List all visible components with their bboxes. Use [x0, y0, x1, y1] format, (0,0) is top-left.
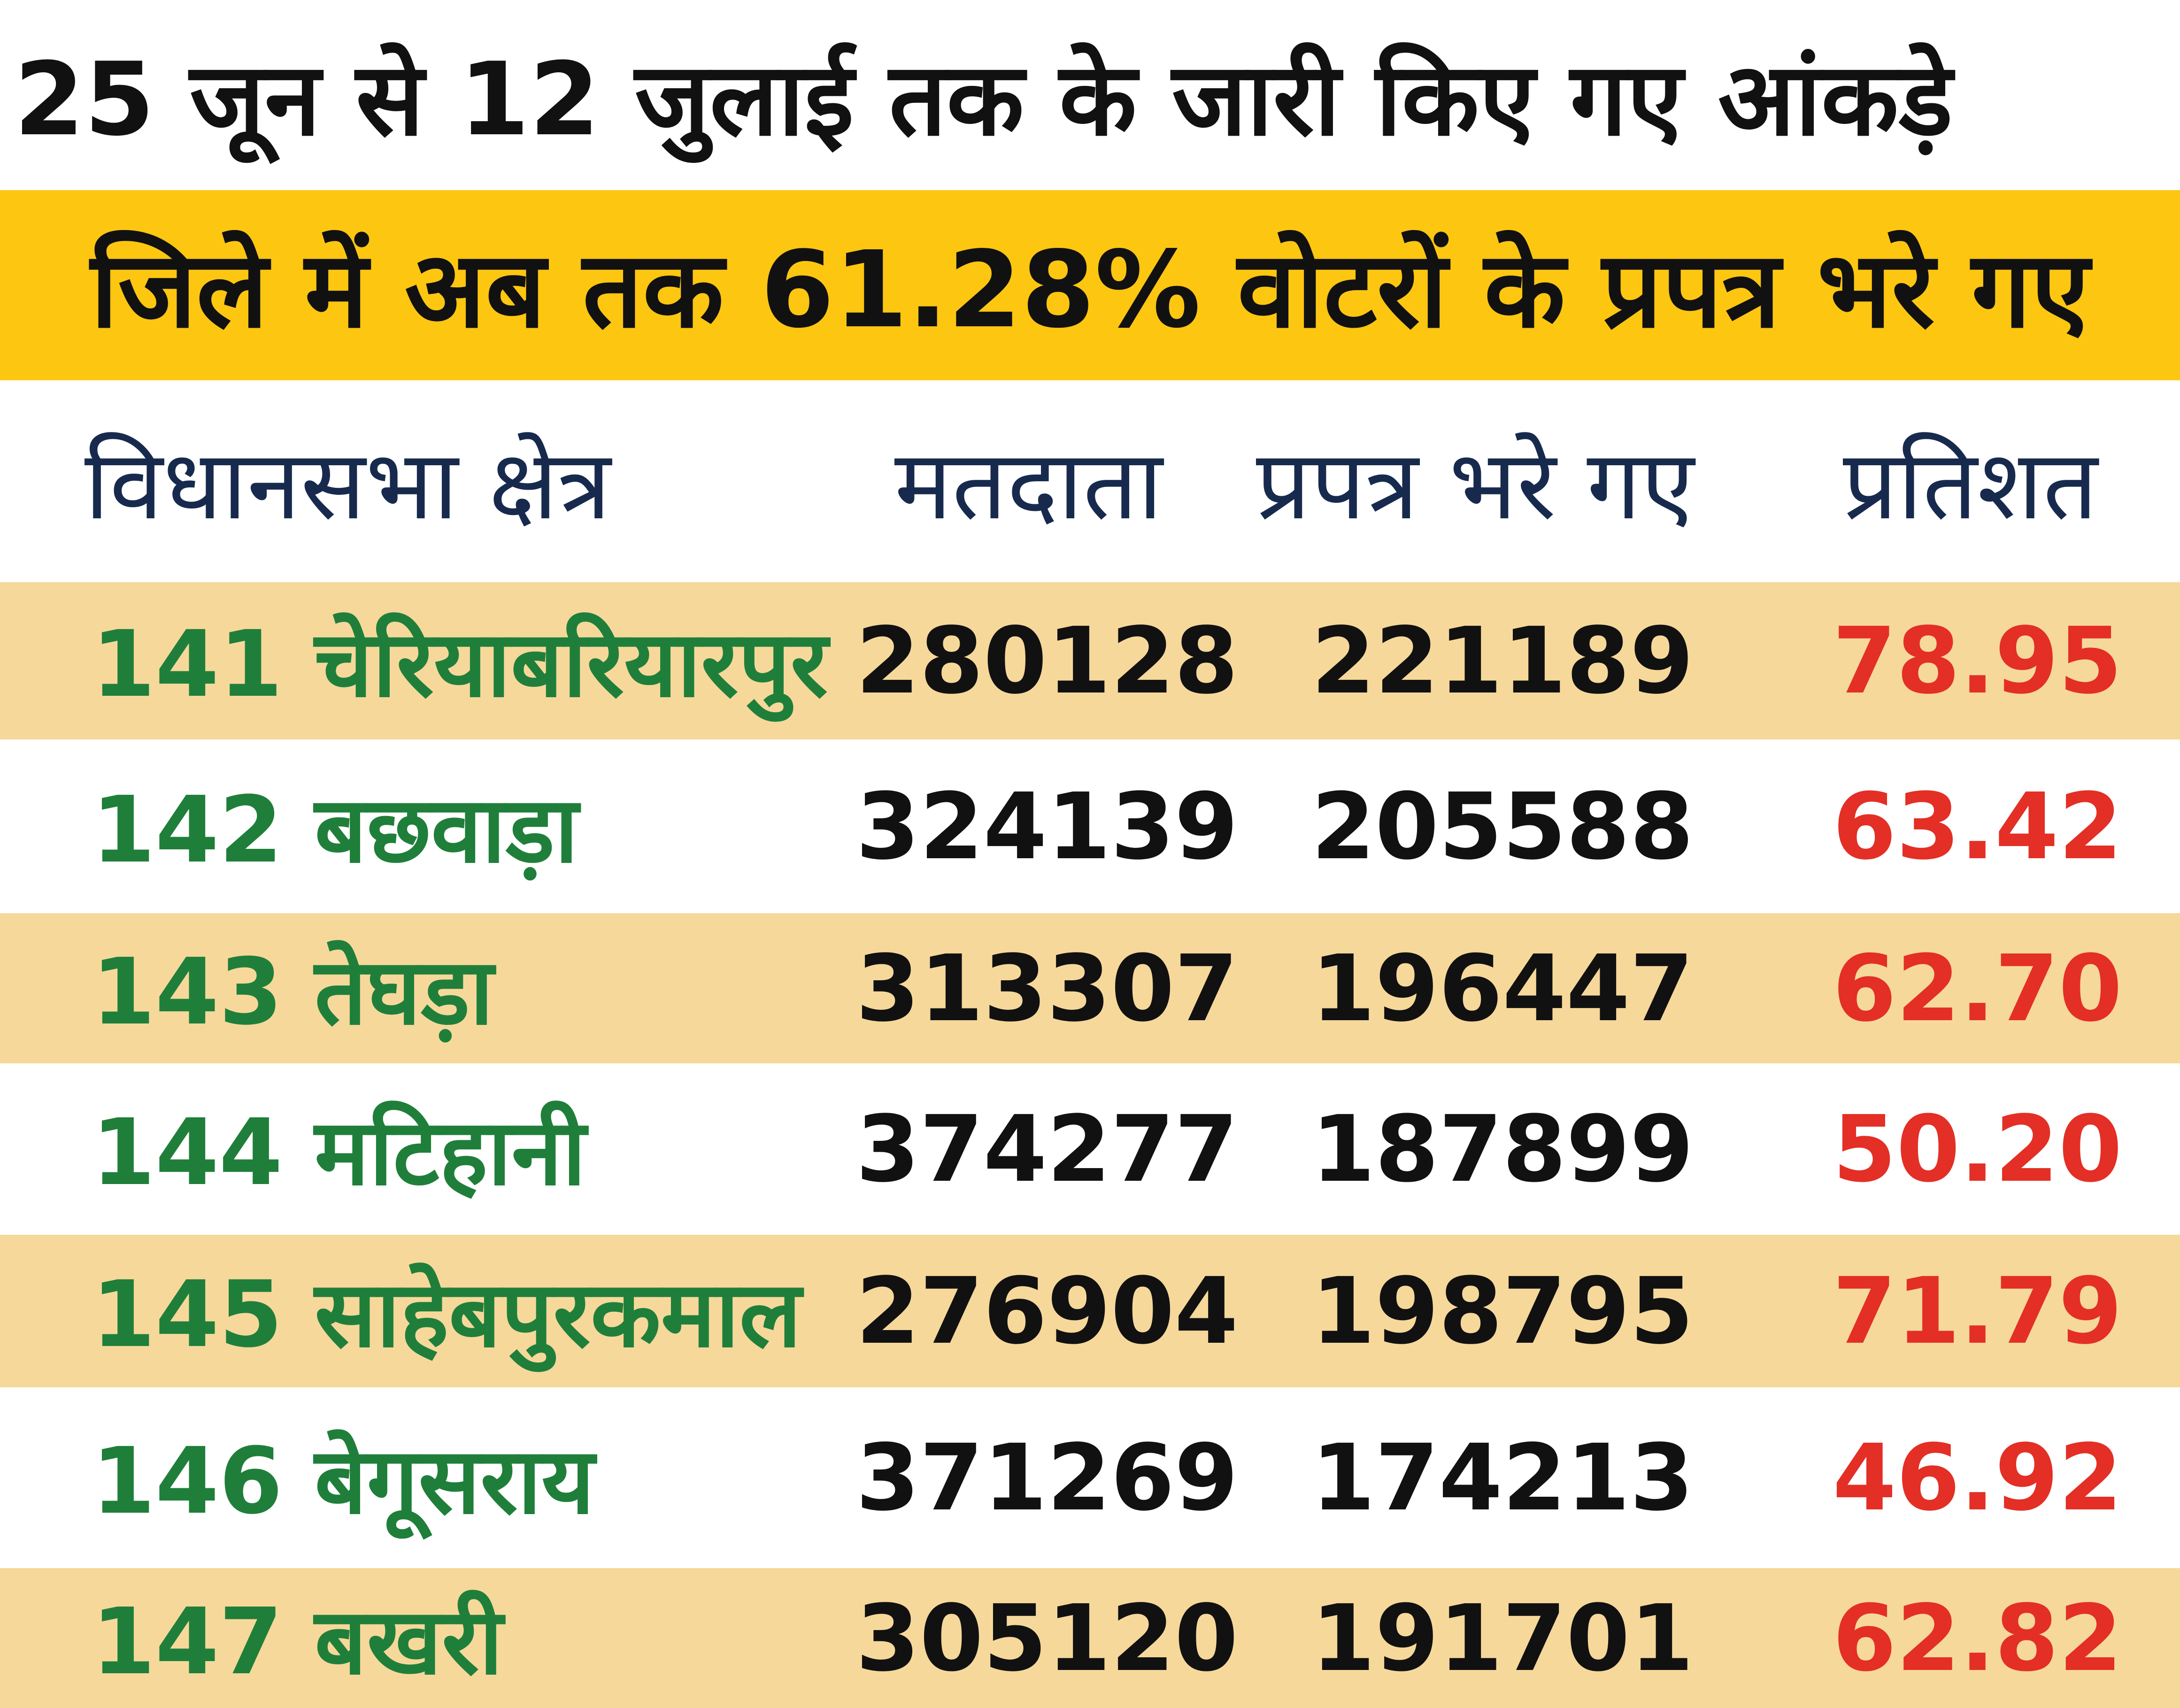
table-row: 143 तेघड़ा 313307 196447 62.70 [0, 913, 2180, 1063]
voter-count: 374277 [855, 1096, 1239, 1202]
forms-filled-count: 174213 [1311, 1424, 1694, 1531]
voter-count: 313307 [855, 935, 1239, 1042]
page-title: 25 जून से 12 जुलाई तक के जारी किए गए आंक… [14, 40, 1953, 158]
percent-value: 62.70 [1833, 935, 2122, 1042]
percent-value: 46.92 [1833, 1424, 2122, 1531]
voter-count: 305120 [855, 1585, 1239, 1692]
table-row: 146 बेगूसराय 371269 174213 46.92 [0, 1387, 2180, 1568]
percent-value: 78.95 [1833, 608, 2122, 714]
constituency-name: 143 तेघड़ा [92, 938, 494, 1045]
percent-value: 50.20 [1833, 1096, 2122, 1202]
forms-filled-count: 198795 [1311, 1258, 1694, 1364]
constituency-name: 146 बेगूसराय [92, 1428, 595, 1534]
column-header-forms-filled: प्रपत्र भरे गए [1256, 429, 1695, 541]
forms-filled-count: 196447 [1311, 935, 1694, 1042]
summary-banner: जिले में अब तक 61.28% वोटरों के प्रपत्र … [0, 190, 2180, 380]
constituency-name: 147 बखरी [92, 1588, 503, 1695]
percent-value: 71.79 [1833, 1258, 2122, 1364]
column-header-percent: प्रतिशत [1843, 429, 2098, 541]
voter-count: 324139 [855, 773, 1239, 880]
column-header-constituency: विधानसभा क्षेत्र [85, 429, 611, 541]
table-row: 147 बखरी 305120 191701 62.82 [0, 1568, 2180, 1708]
constituency-name: 144 मटिहानी [92, 1099, 586, 1206]
constituency-name: 145 साहेबपुरकमाल [92, 1261, 801, 1368]
table-row: 142 बछवाड़ा 324139 205588 63.42 [0, 739, 2180, 913]
table-header: विधानसभा क्षेत्र मतदाता प्रपत्र भरे गए प… [0, 380, 2180, 582]
percent-value: 62.82 [1833, 1585, 2122, 1692]
percent-value: 63.42 [1833, 773, 2122, 880]
voter-count: 276904 [855, 1258, 1239, 1364]
table-row: 141 चेरियाबरियारपुर 280128 221189 78.95 [0, 582, 2180, 739]
constituency-name: 142 बछवाड़ा [92, 776, 578, 883]
voter-count: 280128 [855, 608, 1239, 714]
forms-filled-count: 221189 [1311, 608, 1694, 714]
forms-filled-count: 191701 [1311, 1585, 1694, 1692]
table-row: 144 मटिहानी 374277 187899 50.20 [0, 1063, 2180, 1235]
forms-filled-count: 187899 [1311, 1096, 1694, 1202]
constituency-name: 141 चेरियाबरियारपुर [92, 611, 828, 717]
column-header-voters: मतदाता [894, 429, 1163, 541]
voter-count: 371269 [855, 1424, 1239, 1531]
table-row: 145 साहेबपुरकमाल 276904 198795 71.79 [0, 1235, 2180, 1387]
forms-filled-count: 205588 [1311, 773, 1694, 880]
